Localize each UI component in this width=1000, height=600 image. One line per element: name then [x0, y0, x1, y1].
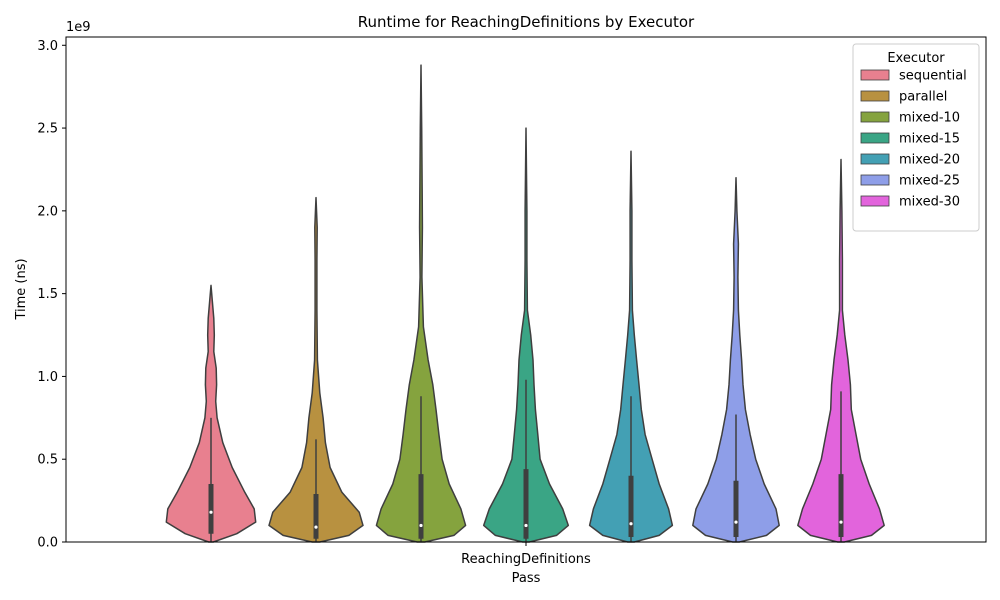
- violin-group: [482, 127, 570, 543]
- violin-median-dot: [314, 525, 318, 529]
- violin-body: [375, 64, 467, 543]
- violin-median-dot: [734, 520, 738, 524]
- violin-body: [268, 196, 364, 543]
- y-tick-label: 1.0: [37, 370, 58, 385]
- legend-label: parallel: [899, 90, 947, 105]
- violin-body: [482, 127, 570, 543]
- legend-swatch: [860, 111, 890, 123]
- y-tick-label: 0.5: [37, 453, 58, 468]
- x-tick-label: ReachingDefinitions: [461, 552, 591, 567]
- violin-median-dot: [419, 523, 423, 528]
- violin-median-dot: [839, 520, 843, 524]
- y-tick-label: 3.0: [37, 39, 58, 54]
- legend-label: mixed-10: [899, 111, 960, 126]
- legend-swatch: [860, 174, 890, 186]
- violin-group: [797, 158, 885, 543]
- legend-swatch: [860, 90, 890, 102]
- x-axis-label: Pass: [512, 571, 541, 586]
- y-axis: 0.0 0.5 1.0 1.5 2.0 2.5 3.0: [37, 39, 66, 551]
- legend-label: mixed-30: [899, 195, 960, 210]
- y-tick-label: 0.0: [37, 536, 58, 551]
- chart-title: Runtime for ReachingDefinitions by Execu…: [358, 13, 695, 31]
- violin-body: [165, 284, 257, 543]
- violin-median-dot: [629, 522, 633, 526]
- plot-area: [165, 64, 885, 543]
- y-tick-label: 2.5: [37, 122, 58, 137]
- legend-label: mixed-15: [899, 132, 960, 147]
- y-offset-label: 1e9: [66, 20, 91, 35]
- violin-body: [797, 158, 885, 543]
- violin-group: [588, 150, 674, 543]
- violin-group: [165, 284, 257, 543]
- legend-label: mixed-25: [899, 174, 960, 189]
- y-tick-label: 2.0: [37, 204, 58, 219]
- violin-median-dot: [209, 510, 213, 514]
- violin-group: [692, 176, 780, 543]
- y-tick-label: 1.5: [37, 287, 58, 302]
- legend-swatch: [860, 153, 890, 165]
- y-axis-label: Time (ns): [14, 258, 29, 320]
- legend: Executor sequential parallel mixed-10 mixed…: [852, 43, 980, 232]
- legend-title: Executor: [887, 51, 945, 66]
- legend-label: mixed-20: [899, 153, 960, 168]
- legend-swatch: [860, 132, 890, 144]
- legend-swatch: [860, 69, 890, 81]
- legend-swatch: [860, 195, 890, 207]
- violin-group: [375, 64, 467, 543]
- violin-group: [268, 196, 364, 543]
- legend-label: sequential: [899, 69, 967, 84]
- violin-body: [588, 150, 674, 543]
- x-axis: ReachingDefinitions: [461, 542, 591, 567]
- violin-body: [692, 176, 780, 543]
- violin-median-dot: [524, 523, 528, 528]
